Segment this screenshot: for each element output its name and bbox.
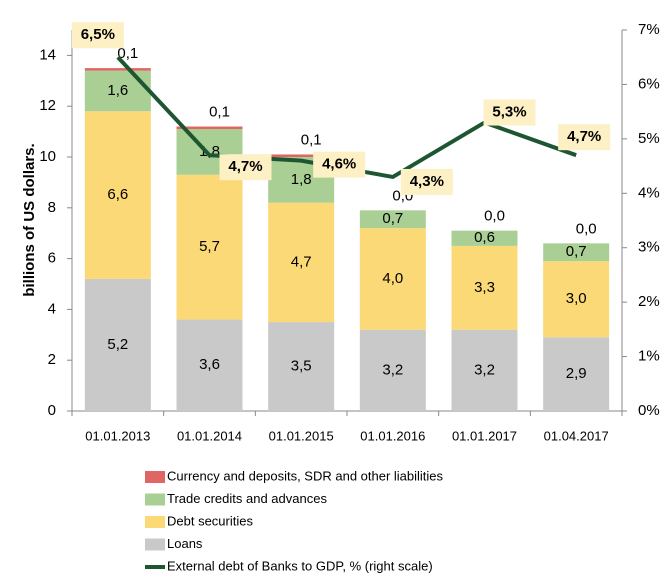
bar-segment xyxy=(176,319,243,411)
bar-segment xyxy=(268,202,335,323)
data-label: 0,6 xyxy=(474,229,495,246)
bar-segment xyxy=(176,126,243,130)
line-data-label: 5,3% xyxy=(492,103,526,120)
legend-label: External debt of Banks to GDP, % (right … xyxy=(167,558,433,573)
bar-segment xyxy=(359,228,426,330)
y2-tick-label: 0% xyxy=(638,402,660,419)
line-data-label: 4,7% xyxy=(228,158,262,175)
data-label: 3,0 xyxy=(566,290,587,307)
bar-segment xyxy=(543,337,610,411)
label-box xyxy=(313,151,366,178)
y2-tick-label: 3% xyxy=(638,239,660,256)
legend-label: Loans xyxy=(167,536,203,551)
bar-segment xyxy=(84,111,151,279)
bar-segment xyxy=(84,70,151,112)
y-axis-title: billions of US dollars. xyxy=(21,143,38,296)
data-label: 3,2 xyxy=(474,361,495,378)
legend-label: Trade credits and advances xyxy=(167,491,327,506)
data-label: 3,2 xyxy=(382,361,403,378)
x-tick-label: 01.01.2014 xyxy=(177,428,242,443)
data-label: 0,7 xyxy=(382,210,403,227)
data-label: 0,0 xyxy=(484,208,505,225)
data-label: 6,6 xyxy=(107,186,128,203)
bar-segment xyxy=(543,243,610,262)
y2-tick-label: 6% xyxy=(638,75,660,92)
bar-segment xyxy=(359,329,426,411)
y2-tick-label: 7% xyxy=(638,21,660,38)
data-label: 3,3 xyxy=(474,279,495,296)
data-label: 0,1 xyxy=(209,103,230,120)
line-data-label: 4,7% xyxy=(567,128,601,145)
bar-segment xyxy=(359,210,426,229)
y-tick-label: 8 xyxy=(48,199,56,216)
x-tick-label: 01.01.2013 xyxy=(85,428,150,443)
legend-swatch xyxy=(145,516,165,528)
y-tick-label: 14 xyxy=(39,46,56,63)
data-label: 1,8 xyxy=(291,171,312,188)
y2-tick-label: 4% xyxy=(638,184,660,201)
data-label: 0,0 xyxy=(576,220,597,237)
label-box xyxy=(400,168,453,195)
line-data-label: 6,5% xyxy=(81,26,115,43)
bar-segment xyxy=(268,322,335,411)
data-label: 1,6 xyxy=(107,82,128,99)
x-tick-label: 01.04.2017 xyxy=(544,428,609,443)
data-label: 5,2 xyxy=(107,336,128,353)
bar-segment xyxy=(84,68,151,71)
legend-swatch xyxy=(145,471,165,483)
data-label: 0,7 xyxy=(566,243,587,260)
y-tick-label: 2 xyxy=(48,351,56,368)
bar-segment xyxy=(543,261,610,338)
legend-label: Debt securities xyxy=(167,513,253,528)
data-label: 3,6 xyxy=(199,356,220,373)
legend-swatch xyxy=(145,493,165,506)
data-label: 2,9 xyxy=(566,365,587,382)
label-box xyxy=(558,124,611,151)
y2-tick-label: 5% xyxy=(638,130,660,147)
data-label: 0,1 xyxy=(117,45,138,62)
x-tick-label: 01.01.2016 xyxy=(360,428,425,443)
bar-segment xyxy=(84,278,151,411)
bar-segment xyxy=(451,245,518,330)
label-box xyxy=(219,154,272,181)
y2-tick-label: 2% xyxy=(638,293,660,310)
data-label: 3,5 xyxy=(291,358,312,375)
y-tick-label: 0 xyxy=(48,402,56,419)
data-label: 4,7 xyxy=(291,253,312,270)
y-tick-label: 12 xyxy=(39,97,56,114)
y-tick-label: 4 xyxy=(48,300,56,317)
x-tick-label: 01.01.2015 xyxy=(269,428,334,443)
data-label: 0,1 xyxy=(301,131,322,148)
y-tick-label: 10 xyxy=(39,148,56,165)
bar-segment xyxy=(268,154,335,157)
legend-label: Currency and deposits, SDR and other lia… xyxy=(167,468,444,483)
legend-swatch xyxy=(145,538,165,551)
data-label: 5,7 xyxy=(199,238,220,255)
x-tick-label: 01.01.2017 xyxy=(452,428,517,443)
y2-tick-label: 1% xyxy=(638,348,660,365)
y-tick-label: 6 xyxy=(48,250,56,267)
label-box xyxy=(483,99,536,126)
bar-segment xyxy=(176,174,243,320)
bar-segment xyxy=(451,329,518,411)
data-label: 4,0 xyxy=(382,270,403,287)
line-data-label: 4,3% xyxy=(410,173,444,190)
label-box xyxy=(71,22,124,49)
line-data-label: 4,6% xyxy=(322,156,356,173)
bar-segment xyxy=(451,230,518,246)
